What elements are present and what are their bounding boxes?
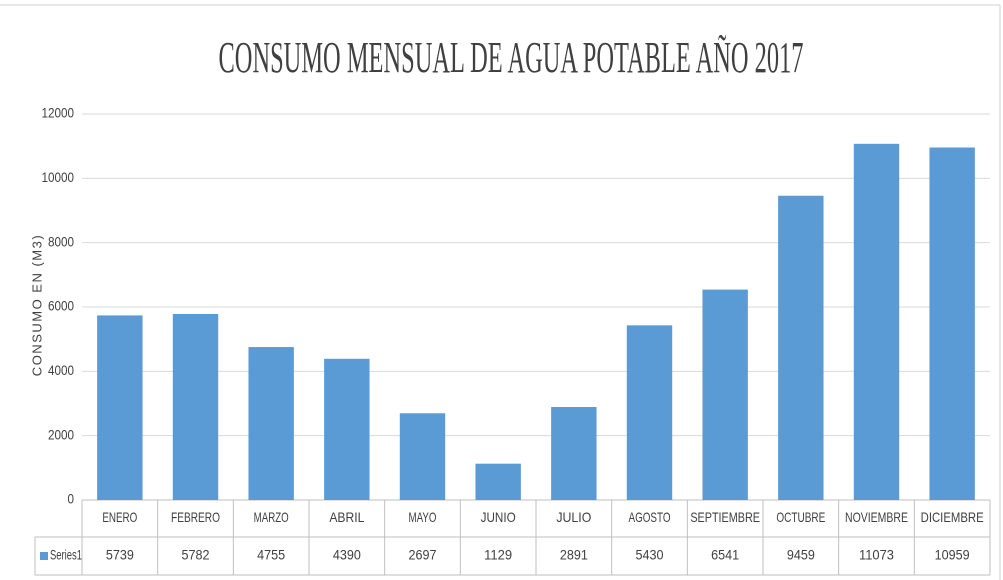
chart-title: CONSUMO MENSUAL DE AGUA POTABLE AÑO 2017 — [219, 33, 804, 82]
table-value: 9459 — [787, 547, 815, 563]
y-tick-label: 4000 — [48, 362, 74, 378]
legend-key — [40, 552, 48, 560]
x-tick-label: MARZO — [254, 509, 289, 525]
x-tick-label: MAYO — [409, 509, 437, 525]
bar — [853, 143, 900, 501]
x-tick-label: NOVIEMBRE — [845, 509, 908, 525]
table-value: 10959 — [935, 547, 970, 563]
y-tick-label: 10000 — [42, 169, 75, 185]
bar — [399, 413, 446, 500]
y-tick-label: 12000 — [42, 105, 75, 121]
x-tick-label: AGOSTO — [629, 509, 671, 525]
x-tick-label: JUNIO — [481, 509, 516, 525]
bar — [97, 315, 143, 500]
table-value: 5739 — [106, 547, 134, 563]
bar — [324, 358, 370, 500]
bar — [248, 347, 294, 500]
bar — [475, 463, 521, 500]
y-tick-label: 0 — [68, 491, 75, 507]
x-tick-label: ENERO — [102, 509, 137, 525]
y-tick-label: 2000 — [48, 426, 74, 442]
table-value: 6541 — [711, 547, 739, 563]
legend-label: Series1 — [50, 547, 82, 563]
table-value: 2891 — [560, 547, 588, 563]
table-value: 11073 — [859, 547, 894, 563]
x-tick-label: OCTUBRE — [776, 509, 825, 525]
bar — [702, 289, 748, 500]
bar — [929, 147, 975, 500]
bar — [778, 195, 824, 500]
y-tick-label: 6000 — [48, 298, 74, 314]
x-tick-label: FEBRERO — [171, 509, 220, 525]
bar — [551, 407, 597, 500]
y-axis-title: CONSUMO EN (M3) — [29, 234, 44, 376]
table-value: 1129 — [484, 547, 512, 563]
x-tick-label: SEPTIEMBRE — [690, 509, 760, 525]
y-tick-label: 8000 — [48, 233, 74, 249]
table-value: 4755 — [257, 547, 285, 563]
x-tick-label: JULIO — [556, 509, 591, 525]
table-value: 2697 — [409, 547, 437, 563]
bar — [626, 325, 673, 500]
table-value: 4390 — [333, 547, 361, 563]
bar — [172, 314, 219, 500]
x-tick-label: DICIEMBRE — [921, 509, 984, 525]
table-value: 5430 — [636, 547, 664, 563]
table-value: 5782 — [182, 547, 210, 563]
x-tick-label: ABRIL — [329, 509, 364, 525]
